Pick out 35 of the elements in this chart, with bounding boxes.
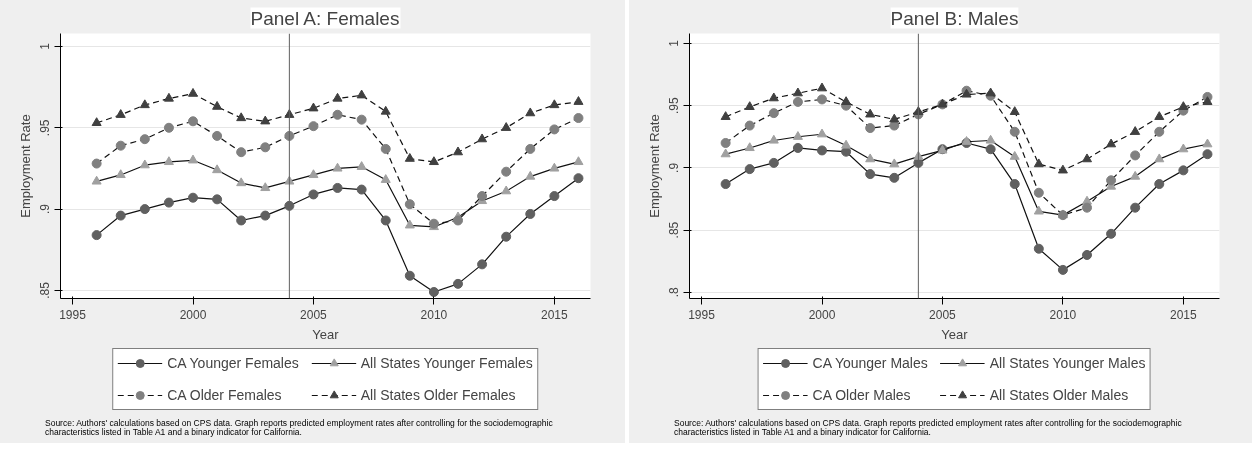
x-tick-label: 1995 [688,307,716,322]
y-tick-label: .9 [38,203,53,215]
x-tick-label: 2010 [420,307,448,322]
x-tick-label: 2000 [808,307,836,322]
y-tick-label: .95 [38,119,53,137]
legend-label: All States Younger Females [360,355,533,371]
x-tick-label: 2010 [1049,307,1077,322]
legend-label: CA Younger Females [167,355,299,371]
x-tick-label: 2005 [929,307,957,322]
x-tick-label: 2005 [300,307,328,322]
x-tick-label: 1995 [59,307,87,322]
legend-label: All States Younger Males [989,355,1146,371]
x-tick-label: 2015 [541,307,569,322]
chart-title: Panel B: Males [890,7,1019,29]
y-axis-title: Employment Rate [17,114,33,218]
y-tick-label: .9 [667,162,682,173]
y-tick-label: .95 [667,96,682,114]
legend-label: CA Younger Males [812,355,928,371]
x-tick-label: 2000 [179,307,207,322]
x-tick-label: 2015 [1170,307,1198,322]
y-tick-label: .85 [38,281,53,299]
y-tick-label: 1 [667,39,682,47]
x-axis-title: Year [941,326,969,342]
chart-title: Panel A: Females [250,7,400,29]
y-axis-title: Employment Rate [646,114,662,218]
source-note: Source: Authors' calculations based on CPS data. Graph reports predicted employment rates after controlling for the sociodemographic characteristics listed in Table A1 and a binary indicator for California. [674,418,1182,438]
y-tick-label: 1 [38,42,53,50]
x-axis-title: Year [312,326,340,342]
legend-label: CA Older Males [812,387,911,403]
legend-label: All States Older Females [360,387,516,403]
y-tick-label: .85 [667,221,682,239]
source-note: Source: Authors' calculations based on CPS data. Graph reports predicted employment rates after controlling for the sociodemographic characteristics listed in Table A1 and a binary indicator for California. [45,418,553,438]
legend-label: All States Older Males [989,387,1129,403]
legend-label: CA Older Females [167,387,282,403]
y-tick-label: .8 [667,286,682,298]
